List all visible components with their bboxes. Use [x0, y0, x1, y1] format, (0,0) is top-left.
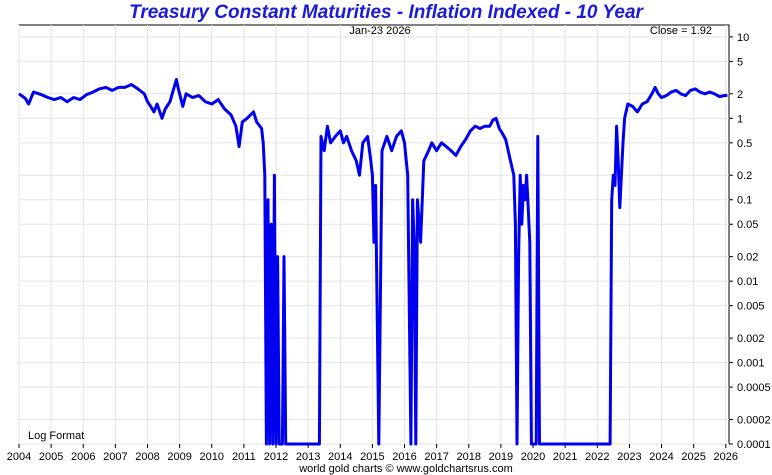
y-tick-label: 0.005	[737, 301, 765, 313]
x-tick-label: 2010	[200, 451, 224, 463]
x-tick-label: 2017	[424, 451, 448, 463]
x-tick-label: 2006	[71, 451, 95, 463]
y-tick-label: 0.5	[737, 138, 752, 150]
y-tick-label: 0.2	[737, 170, 752, 182]
close-label: Close = 1.92	[650, 25, 712, 37]
x-tick-label: 2012	[264, 451, 288, 463]
y-tick-label: 0.002	[737, 333, 765, 345]
log-format-label: Log Format	[28, 430, 84, 442]
y-tick-label: 0.1	[737, 195, 752, 207]
x-tick-label: 2016	[392, 451, 416, 463]
y-tick-label: 0.0005	[737, 382, 771, 394]
y-tick-label: 5	[737, 56, 743, 68]
x-tick-label: 2005	[39, 451, 63, 463]
y-tick-label: 0.001	[737, 358, 765, 370]
y-tick-label: 0.01	[737, 276, 758, 288]
x-tick-label: 2014	[328, 451, 352, 463]
x-tick-label: 2023	[617, 451, 641, 463]
x-axis: 2004 2005 2006 2007 2008 2009 2010 2011 2012 2013…	[7, 444, 738, 463]
y-tick-label: 0.05	[737, 219, 758, 231]
x-tick-label: 2026	[714, 451, 738, 463]
y-tick-label: 10	[737, 32, 749, 44]
x-tick-label: 2013	[296, 451, 320, 463]
series-layer	[18, 78, 728, 446]
y-axis: 10 5 2 1 0.5 0.2 0.1 0.05 0.02 0.01 0.005 0.002 0.00…	[729, 32, 771, 451]
y-tick-label: 0.0001	[737, 439, 771, 451]
chart-title: Treasury Constant Maturities - Inflation…	[129, 2, 643, 23]
x-tick-label: 2015	[360, 451, 384, 463]
x-tick-label: 2019	[489, 451, 513, 463]
x-tick-label: 2025	[681, 451, 705, 463]
x-tick-label: 2007	[103, 451, 127, 463]
x-tick-label: 2009	[167, 451, 191, 463]
date-label: Jan-23 2026	[349, 25, 410, 37]
series-line	[18, 78, 728, 446]
x-tick-label: 2011	[232, 451, 256, 463]
y-tick-label: 1	[737, 113, 743, 125]
y-tick-label: 0.02	[737, 252, 758, 264]
x-tick-label: 2021	[553, 451, 577, 463]
x-tick-label: 2024	[649, 451, 673, 463]
x-tick-label: 2004	[7, 451, 31, 463]
y-tick-label: 2	[737, 89, 743, 101]
y-tick-label: 0.0002	[737, 414, 771, 426]
footer-credit: world gold charts © www.goldchartsrus.co…	[298, 463, 513, 475]
x-tick-label: 2022	[585, 451, 609, 463]
x-tick-label: 2018	[457, 451, 481, 463]
x-tick-label: 2020	[521, 451, 545, 463]
x-tick-label: 2008	[135, 451, 159, 463]
